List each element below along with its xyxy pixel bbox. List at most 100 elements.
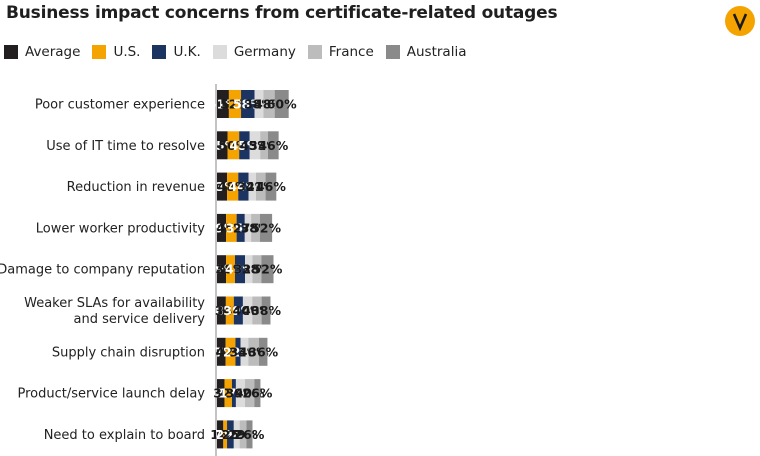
data-label: 46% [258, 138, 288, 153]
bar-segment-france [255, 172, 266, 201]
data-label: 36% [248, 344, 278, 359]
bar-segment-u-s [227, 131, 240, 160]
legend-label: France [328, 44, 374, 60]
legend-swatch [152, 45, 167, 59]
bar-segment-germany [248, 172, 256, 201]
bar-segment-germany [235, 379, 246, 408]
bar-segment-australia [259, 337, 268, 366]
bar-segment-u-s [223, 420, 228, 449]
legend-label: Germany [233, 44, 296, 60]
bar-segment-average [217, 337, 226, 366]
data-label: 26% [234, 427, 264, 442]
bar-segment-france [252, 296, 262, 325]
bar-segment-australia [254, 379, 261, 408]
bar-segment-australia [259, 213, 273, 242]
bar-segment-u-s [225, 296, 234, 325]
bar-segment-france [245, 379, 255, 408]
bar-segment-u-k [238, 172, 249, 201]
category-label-line: Supply chain disruption [52, 345, 205, 360]
legend-item-u-k: U.K. [152, 44, 201, 60]
bar-segment-average [217, 255, 227, 284]
bar-segment-u-k [234, 255, 246, 284]
bar-segment-australia [267, 131, 279, 160]
legend-label: Average [25, 44, 81, 60]
bar-segment-germany [254, 90, 264, 118]
bar-segment-average [217, 213, 227, 242]
bar-segment-australia [265, 172, 277, 201]
bar-segment-u-k [235, 337, 241, 366]
bar-segment-u-k [236, 213, 245, 242]
brand-logo-icon [725, 6, 755, 36]
category-label-line: Poor customer experience [35, 98, 205, 113]
category-label-line: Weaker SLAs for availability [24, 296, 205, 311]
bar-segment-u-k [233, 296, 243, 325]
category-label: Use of IT time to resolve [46, 139, 205, 154]
category-label-line: and service delivery [74, 312, 206, 327]
legend-item-average: Average [4, 44, 80, 60]
bar-segment-france [252, 255, 262, 284]
category-label: Supply chain disruption [52, 345, 205, 360]
category-label: Product/service launch delay [17, 387, 205, 402]
v-logo-glyph-icon [732, 13, 748, 32]
bar-segment-germany [244, 213, 252, 242]
bar-segment-germany [240, 337, 249, 366]
bar-segment-average [217, 379, 225, 408]
bar-segment-germany [249, 131, 261, 160]
bar-segment-average [217, 90, 229, 118]
legend-swatch [92, 45, 107, 59]
bar-segment-u-s [224, 379, 232, 408]
data-label: 52% [251, 220, 281, 235]
legend-swatch [4, 45, 18, 59]
category-label: Lower worker productivity [36, 221, 206, 236]
data-label: 60% [267, 97, 297, 112]
chart-legend: Average U.S. U.K. Germany France Australia [4, 44, 478, 60]
legend-swatch [385, 45, 400, 59]
bar-segment-average [217, 172, 228, 201]
bar-segment-france [260, 131, 268, 160]
legend-label: U.K. [173, 44, 201, 60]
bar-segment-germany [242, 296, 253, 325]
bar-segment-australia [246, 420, 253, 449]
legend-swatch [307, 45, 322, 59]
legend-item-u-s: U.S. [92, 44, 140, 60]
data-label: 46% [256, 179, 286, 194]
category-label: Poor customer experience [35, 98, 205, 113]
category-label-line: Damage to company reputation [0, 263, 205, 278]
data-label: 26% [242, 386, 272, 401]
bar-segment-france [239, 420, 247, 449]
bar-segment-u-s [225, 337, 236, 366]
legend-item-germany: Germany [212, 44, 296, 60]
category-label: Reduction in revenue [67, 180, 205, 195]
bar-segment-australia [274, 90, 289, 118]
bar-segment-average [217, 296, 226, 325]
category-label: Weaker SLAs for availability and service … [24, 296, 205, 327]
legend-label: U.S. [113, 44, 141, 60]
bar-segment-u-k [241, 90, 255, 118]
bar-segment-u-k [231, 379, 236, 408]
bar-segment-australia [261, 255, 274, 284]
bar-segment-average [217, 131, 228, 160]
bar-segment-average [217, 420, 224, 449]
category-label-line: Product/service launch delay [17, 387, 205, 402]
data-label: 38% [251, 303, 281, 318]
bar-segment-germany [245, 255, 253, 284]
legend-item-france: France [307, 44, 374, 60]
category-label-line: Lower worker productivity [36, 221, 206, 236]
category-label-line: Use of IT time to resolve [46, 139, 205, 154]
bar-segment-france [248, 337, 260, 366]
chart-title: Business impact concerns from certificat… [6, 3, 558, 23]
bar-segment-u-s [228, 90, 242, 118]
category-label: Damage to company reputation [0, 263, 205, 278]
bar-segment-france [251, 213, 260, 242]
legend-swatch [212, 45, 227, 59]
bar-segment-u-s [227, 172, 239, 201]
data-label: 52% [252, 262, 282, 277]
bar-segment-u-k [239, 131, 250, 160]
legend-label: Australia [406, 44, 467, 60]
bar-segment-france [263, 90, 275, 118]
category-label-line: Reduction in revenue [67, 180, 205, 195]
bar-segment-u-s [226, 255, 235, 284]
bar-segment-germany [233, 420, 240, 449]
bar-segment-u-s [226, 213, 237, 242]
